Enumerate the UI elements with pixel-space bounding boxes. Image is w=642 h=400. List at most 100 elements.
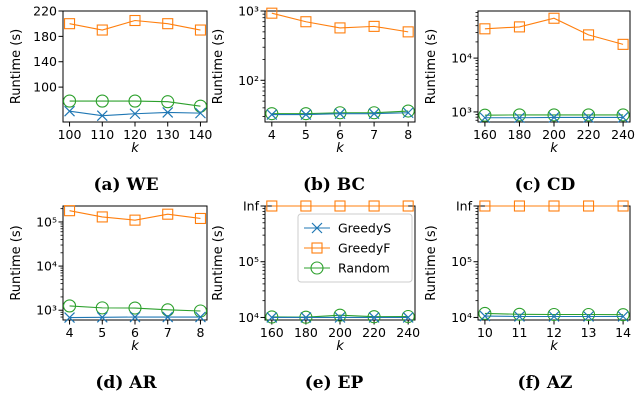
series-line [69, 19, 201, 31]
data-point [616, 108, 630, 122]
y-tick-label: 10² [238, 73, 259, 88]
legend-entry-Random: Random [304, 261, 390, 276]
x-tick-label: 180 [508, 127, 532, 142]
x-tick-label: 180 [294, 325, 318, 340]
data-point [266, 200, 278, 212]
y-tick-label: 10⁴ [451, 310, 472, 325]
x-tick-label: 6 [131, 325, 139, 340]
legend-label: GreedyS [338, 221, 391, 236]
legend-box [297, 213, 413, 283]
data-point [617, 38, 629, 50]
legend-entry-GreedyS: GreedyS [304, 221, 391, 236]
data-point [368, 200, 380, 212]
data-point [162, 208, 174, 220]
series-Random [62, 94, 208, 113]
series-Random [478, 108, 630, 122]
x-tick-label: 8 [404, 127, 412, 142]
y-tick-label: 10³ [451, 104, 472, 119]
data-point [195, 107, 206, 119]
x-axis-title: k [336, 339, 344, 354]
data-point [299, 107, 313, 121]
x-tick-label: 100 [58, 127, 82, 142]
data-point [513, 21, 526, 33]
x-axis-title: k [131, 339, 139, 354]
x-tick-label: 6 [336, 127, 344, 142]
legend-entry-GreedyF: GreedyF [304, 241, 390, 256]
data-point [402, 107, 414, 119]
series-line [271, 12, 409, 33]
data-point [547, 307, 561, 322]
data-point [478, 306, 492, 320]
x-tick-label: 240 [611, 127, 635, 142]
data-point [479, 112, 491, 124]
y-tick-label: 140 [33, 54, 57, 69]
data-point [583, 311, 594, 322]
data-point [401, 309, 415, 324]
data-point [300, 16, 312, 28]
x-tick-label: 7 [370, 127, 378, 142]
data-point [63, 205, 76, 217]
x-tick-label: 160 [473, 127, 497, 142]
data-point [512, 307, 527, 321]
chart-panel-0: 100 140 180 220 100 110 120 130 140 k Runtime (s) (… [9, 4, 212, 196]
y-tick-label: 10³ [36, 303, 57, 318]
y-tick-label: Inf [243, 199, 260, 214]
chart-panel-3: 10³ 10⁴ 10⁵ 4 5 6 7 8 k Runtime (s) (d) AR [9, 205, 208, 393]
x-tick-label: 10 [477, 325, 493, 340]
y-tick-label: 10⁴ [36, 259, 57, 274]
data-point [194, 24, 207, 36]
data-point [62, 299, 77, 313]
series-Random [478, 306, 630, 322]
data-point [582, 200, 595, 212]
series-GreedyF [479, 200, 629, 212]
y-axis-title: Runtime (s) [424, 29, 439, 104]
data-point [581, 108, 596, 122]
plot-frame [477, 205, 631, 321]
series-GreedyS [479, 310, 629, 322]
data-point [402, 312, 414, 323]
series-GreedyS [64, 311, 206, 324]
panel-caption: (f) AZ [518, 373, 573, 393]
x-tick-label: 120 [123, 127, 147, 142]
y-tick-label: 10⁴ [451, 51, 472, 66]
data-point [95, 94, 109, 108]
data-point [616, 308, 630, 322]
series-GreedyF [266, 7, 414, 38]
data-point [548, 112, 560, 123]
legend-marker [310, 261, 324, 275]
data-point [195, 311, 206, 323]
data-point [96, 24, 108, 36]
data-point [479, 310, 491, 322]
data-point [333, 106, 347, 120]
series-line [69, 305, 201, 312]
data-point [266, 109, 278, 120]
data-point [64, 105, 75, 117]
data-point [334, 22, 346, 34]
data-point [334, 200, 346, 212]
data-point [334, 108, 346, 120]
series-GreedyS [266, 107, 414, 120]
series-GreedyS [479, 112, 629, 124]
panel-caption: (a) WE [93, 175, 158, 195]
data-point [514, 112, 525, 124]
data-point [368, 20, 380, 32]
x-tick-label: 12 [546, 325, 562, 340]
y-tick-label: 10⁵ [451, 254, 472, 269]
x-tick-label: 4 [268, 127, 276, 142]
series-GreedyF [63, 14, 207, 36]
data-point [479, 200, 491, 212]
series-GreedyS [64, 105, 206, 122]
chart-panel-5: 10⁴ 10⁵ Inf 10 11 12 13 14 k Runtime (s) (f) AZ [424, 199, 631, 394]
data-point [548, 12, 560, 24]
chart-panel-4: 10⁴ 10⁵ Inf 160 180 200 220 240 k Runtime (s) (e) … [211, 199, 420, 394]
data-point [367, 310, 381, 324]
panel-caption: (e) EP [305, 373, 364, 393]
series-line [484, 312, 624, 316]
data-point [266, 7, 278, 19]
data-point [333, 308, 347, 322]
data-point [162, 107, 174, 118]
x-tick-label: 220 [577, 127, 601, 142]
data-point [194, 212, 207, 225]
data-point [479, 23, 491, 35]
